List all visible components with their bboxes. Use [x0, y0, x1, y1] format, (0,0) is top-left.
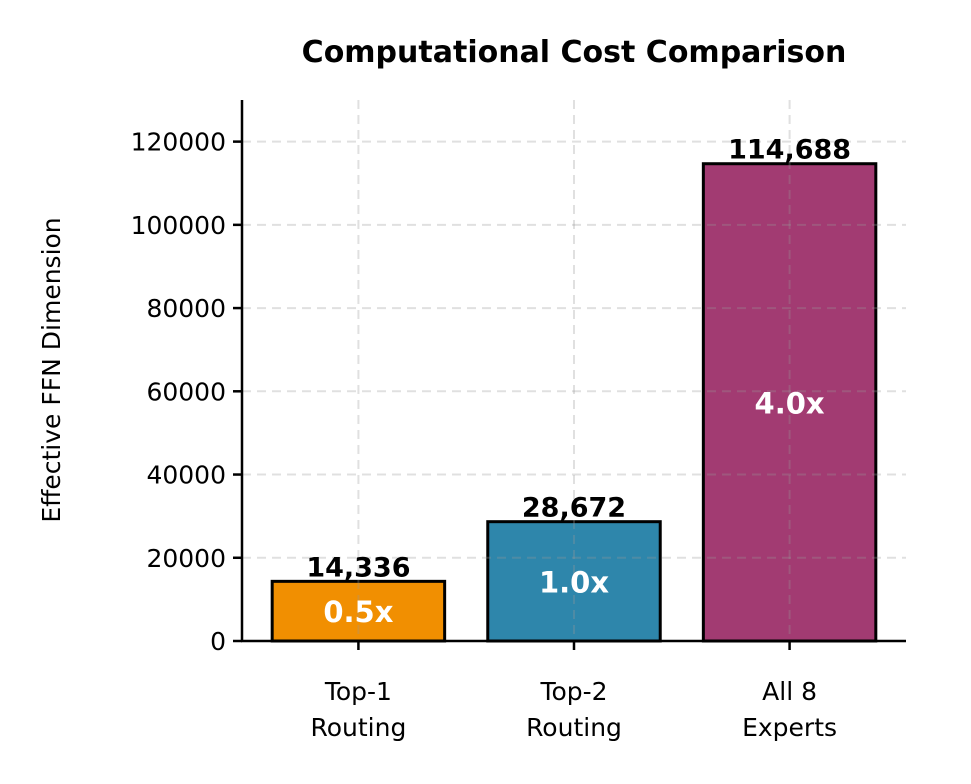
- bar-ratio-label: 1.0x: [539, 565, 609, 599]
- bar-value-label: 28,672: [522, 493, 626, 524]
- bar: [486, 520, 662, 643]
- bar-value-label: 14,336: [306, 552, 410, 583]
- x-tick-label: All 8 Experts: [742, 677, 837, 742]
- bar: [270, 579, 447, 643]
- bar-value-label: 114,688: [728, 135, 851, 166]
- y-tick-label: 60000: [146, 377, 226, 406]
- bar-ratio-label: 4.0x: [755, 386, 825, 420]
- bar: [701, 162, 878, 643]
- x-tick-label: Top-1 Routing: [310, 677, 406, 742]
- y-tick-label: 0: [210, 627, 226, 656]
- x-tick-label: Top-2 Routing: [526, 677, 622, 742]
- y-axis-label: Effective FFN Dimension: [37, 217, 66, 522]
- y-tick-label: 80000: [146, 294, 226, 323]
- y-tick-label: 20000: [146, 544, 226, 573]
- y-tick-label: 100000: [131, 211, 226, 240]
- y-tick-label: 40000: [146, 461, 226, 490]
- y-tick-label: 120000: [131, 128, 226, 157]
- chart-title: Computational Cost Comparison: [302, 35, 847, 70]
- bar-ratio-label: 0.5x: [323, 595, 393, 629]
